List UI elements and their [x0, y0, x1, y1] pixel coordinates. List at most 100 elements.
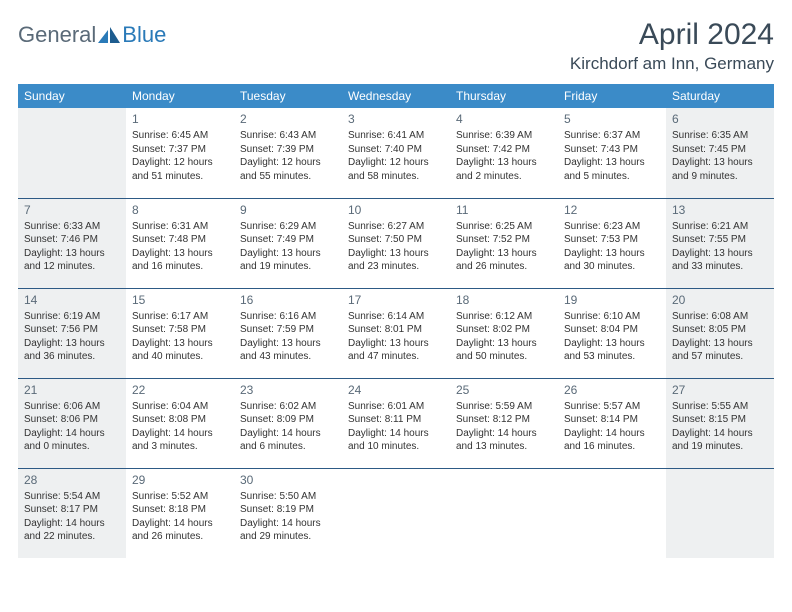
day-number: 7 [24, 202, 122, 218]
sunrise-text: Sunrise: 6:19 AM [24, 310, 122, 324]
sunrise-text: Sunrise: 6:16 AM [240, 310, 338, 324]
daylight-text: Daylight: 13 hours and 5 minutes. [564, 156, 662, 183]
sunset-text: Sunset: 8:15 PM [672, 413, 770, 427]
sunrise-text: Sunrise: 6:04 AM [132, 400, 230, 414]
sunrise-text: Sunrise: 6:35 AM [672, 129, 770, 143]
sunset-text: Sunset: 7:39 PM [240, 143, 338, 157]
sunset-text: Sunset: 7:59 PM [240, 323, 338, 337]
daylight-text: Daylight: 14 hours and 13 minutes. [456, 427, 554, 454]
sunrise-text: Sunrise: 6:10 AM [564, 310, 662, 324]
daylight-text: Daylight: 13 hours and 16 minutes. [132, 247, 230, 274]
day-number: 29 [132, 472, 230, 488]
day-number: 19 [564, 292, 662, 308]
sunset-text: Sunset: 8:18 PM [132, 503, 230, 517]
sunset-text: Sunset: 8:11 PM [348, 413, 446, 427]
sunset-text: Sunset: 7:48 PM [132, 233, 230, 247]
daylight-text: Daylight: 13 hours and 40 minutes. [132, 337, 230, 364]
sunrise-text: Sunrise: 5:55 AM [672, 400, 770, 414]
sunrise-text: Sunrise: 6:39 AM [456, 129, 554, 143]
sunset-text: Sunset: 7:56 PM [24, 323, 122, 337]
sunrise-text: Sunrise: 6:37 AM [564, 129, 662, 143]
sunset-text: Sunset: 8:01 PM [348, 323, 446, 337]
day-number: 16 [240, 292, 338, 308]
day-number: 6 [672, 111, 770, 127]
calendar-cell: 24Sunrise: 6:01 AMSunset: 8:11 PMDayligh… [342, 378, 450, 468]
weekday-header: Monday [126, 84, 234, 108]
calendar-cell: 8Sunrise: 6:31 AMSunset: 7:48 PMDaylight… [126, 198, 234, 288]
day-number: 5 [564, 111, 662, 127]
day-number: 1 [132, 111, 230, 127]
day-number: 15 [132, 292, 230, 308]
sunrise-text: Sunrise: 5:52 AM [132, 490, 230, 504]
daylight-text: Daylight: 13 hours and 50 minutes. [456, 337, 554, 364]
location: Kirchdorf am Inn, Germany [570, 54, 774, 74]
day-number: 22 [132, 382, 230, 398]
sunrise-text: Sunrise: 6:08 AM [672, 310, 770, 324]
day-number: 3 [348, 111, 446, 127]
daylight-text: Daylight: 12 hours and 51 minutes. [132, 156, 230, 183]
day-number: 23 [240, 382, 338, 398]
sunrise-text: Sunrise: 6:29 AM [240, 220, 338, 234]
sunset-text: Sunset: 7:55 PM [672, 233, 770, 247]
day-number: 24 [348, 382, 446, 398]
calendar-cell: 14Sunrise: 6:19 AMSunset: 7:56 PMDayligh… [18, 288, 126, 378]
calendar-cell: 6Sunrise: 6:35 AMSunset: 7:45 PMDaylight… [666, 108, 774, 198]
sunrise-text: Sunrise: 5:59 AM [456, 400, 554, 414]
sunset-text: Sunset: 7:45 PM [672, 143, 770, 157]
daylight-text: Daylight: 14 hours and 22 minutes. [24, 517, 122, 544]
sunset-text: Sunset: 8:12 PM [456, 413, 554, 427]
sunset-text: Sunset: 8:14 PM [564, 413, 662, 427]
day-number: 26 [564, 382, 662, 398]
day-number: 18 [456, 292, 554, 308]
sunrise-text: Sunrise: 6:45 AM [132, 129, 230, 143]
daylight-text: Daylight: 13 hours and 33 minutes. [672, 247, 770, 274]
daylight-text: Daylight: 13 hours and 47 minutes. [348, 337, 446, 364]
calendar-table: SundayMondayTuesdayWednesdayThursdayFrid… [18, 84, 774, 558]
calendar-cell: 20Sunrise: 6:08 AMSunset: 8:05 PMDayligh… [666, 288, 774, 378]
calendar-row: 14Sunrise: 6:19 AMSunset: 7:56 PMDayligh… [18, 288, 774, 378]
calendar-cell: 3Sunrise: 6:41 AMSunset: 7:40 PMDaylight… [342, 108, 450, 198]
calendar-cell: 19 Sunrise: 6:10 AMSunset: 8:04 PMDayligh… [558, 288, 666, 378]
calendar-row: 28Sunrise: 5:54 AMSunset: 8:17 PMDayligh… [18, 468, 774, 558]
day-number: 25 [456, 382, 554, 398]
sunset-text: Sunset: 7:42 PM [456, 143, 554, 157]
logo: General Blue [18, 22, 166, 48]
day-number: 9 [240, 202, 338, 218]
day-number: 30 [240, 472, 338, 488]
calendar-cell: 7Sunrise: 6:33 AMSunset: 7:46 PMDaylight… [18, 198, 126, 288]
daylight-text: Daylight: 13 hours and 2 minutes. [456, 156, 554, 183]
daylight-text: Daylight: 13 hours and 53 minutes. [564, 337, 662, 364]
calendar-cell: 26Sunrise: 5:57 AMSunset: 8:14 PMDayligh… [558, 378, 666, 468]
daylight-text: Daylight: 13 hours and 57 minutes. [672, 337, 770, 364]
sail-icon [98, 27, 120, 43]
calendar-row: 7Sunrise: 6:33 AMSunset: 7:46 PMDaylight… [18, 198, 774, 288]
sunset-text: Sunset: 7:49 PM [240, 233, 338, 247]
calendar-row: 21Sunrise: 6:06 AMSunset: 8:06 PMDayligh… [18, 378, 774, 468]
calendar-cell: 22Sunrise: 6:04 AMSunset: 8:08 PMDayligh… [126, 378, 234, 468]
sunset-text: Sunset: 8:02 PM [456, 323, 554, 337]
sunset-text: Sunset: 8:08 PM [132, 413, 230, 427]
calendar-cell: 16Sunrise: 6:16 AMSunset: 7:59 PMDayligh… [234, 288, 342, 378]
calendar-cell: 12Sunrise: 6:23 AMSunset: 7:53 PMDayligh… [558, 198, 666, 288]
sunset-text: Sunset: 7:50 PM [348, 233, 446, 247]
sunrise-text: Sunrise: 6:01 AM [348, 400, 446, 414]
weekday-header: Saturday [666, 84, 774, 108]
calendar-cell: 25 Sunrise: 5:59 AMSunset: 8:12 PMDayligh… [450, 378, 558, 468]
sunset-text: Sunset: 8:06 PM [24, 413, 122, 427]
sunset-text: Sunset: 7:46 PM [24, 233, 122, 247]
sunset-text: Sunset: 8:04 PM [564, 323, 662, 337]
daylight-text: Daylight: 12 hours and 58 minutes. [348, 156, 446, 183]
sunrise-text: Sunrise: 5:50 AM [240, 490, 338, 504]
daylight-text: Daylight: 14 hours and 6 minutes. [240, 427, 338, 454]
calendar-head: SundayMondayTuesdayWednesdayThursdayFrid… [18, 84, 774, 108]
sunset-text: Sunset: 8:17 PM [24, 503, 122, 517]
calendar-cell: 21Sunrise: 6:06 AMSunset: 8:06 PMDayligh… [18, 378, 126, 468]
calendar-cell [342, 468, 450, 558]
sunrise-text: Sunrise: 5:54 AM [24, 490, 122, 504]
sunset-text: Sunset: 7:37 PM [132, 143, 230, 157]
weekday-header: Friday [558, 84, 666, 108]
calendar-cell: 10Sunrise: 6:27 AMSunset: 7:50 PMDayligh… [342, 198, 450, 288]
header: General Blue April 2024 Kirchdorf am Inn… [18, 18, 774, 74]
weekday-header: Wednesday [342, 84, 450, 108]
day-number: 27 [672, 382, 770, 398]
